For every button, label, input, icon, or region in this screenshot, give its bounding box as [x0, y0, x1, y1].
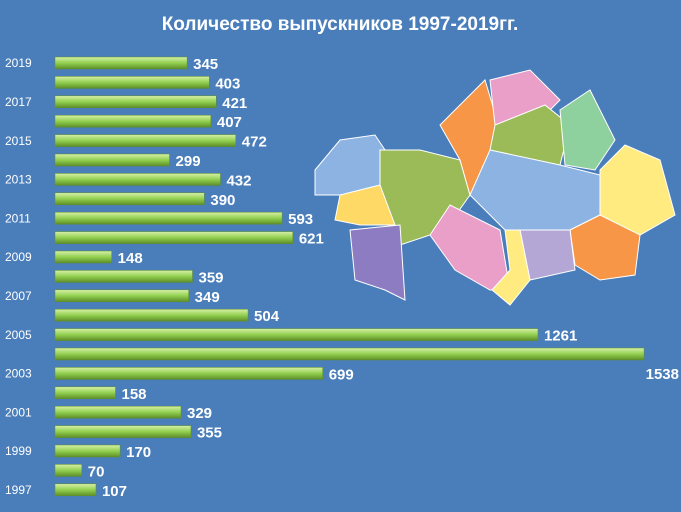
value-label: 170	[126, 444, 151, 461]
value-label: 1538	[646, 366, 679, 383]
value-label: 432	[226, 172, 251, 189]
value-label: 148	[118, 250, 143, 267]
bar	[54, 114, 212, 128]
bar	[54, 231, 294, 244]
bar	[54, 483, 97, 497]
value-label: 403	[215, 75, 240, 92]
value-label: 699	[329, 366, 354, 383]
value-label: 70	[88, 463, 105, 480]
bar	[54, 250, 112, 264]
y-tick-label: 2005	[5, 328, 32, 342]
bar	[54, 464, 83, 477]
value-label: 1261	[544, 328, 577, 345]
bar	[54, 444, 121, 458]
y-tick-label: 2001	[5, 405, 32, 419]
y-tick-label: 2009	[5, 250, 32, 264]
y-tick-label: 2013	[5, 173, 32, 187]
value-label: 390	[210, 192, 235, 209]
bar	[54, 56, 188, 70]
y-tick-label: 2019	[5, 56, 32, 70]
y-tick-label: 2017	[5, 95, 32, 109]
chart-title: Количество выпускников 1997-2019гг.	[162, 14, 519, 35]
value-label: 158	[122, 386, 147, 403]
value-label: 345	[193, 56, 218, 73]
y-tick-label: 2007	[5, 289, 32, 303]
bar	[54, 328, 539, 341]
bar	[54, 95, 217, 109]
value-label: 329	[187, 405, 212, 422]
bar	[54, 367, 323, 380]
value-label: 349	[195, 289, 220, 306]
value-label: 472	[242, 134, 267, 151]
bar	[54, 405, 182, 419]
bar	[54, 134, 237, 147]
value-label: 107	[102, 483, 127, 500]
map-region	[349, 224, 406, 301]
value-label: 355	[197, 425, 222, 442]
map	[314, 69, 676, 306]
bar	[54, 211, 283, 225]
bar	[54, 289, 189, 303]
y-tick-label: 1997	[5, 483, 32, 497]
bar	[54, 308, 249, 322]
map-region	[334, 184, 396, 226]
bar	[54, 425, 192, 438]
map-region	[569, 214, 641, 281]
bar	[54, 386, 116, 400]
value-label: 593	[288, 211, 313, 228]
map-region	[559, 89, 616, 171]
value-label: 407	[217, 114, 242, 131]
bar	[54, 173, 221, 186]
y-tick-label: 2003	[5, 367, 32, 381]
map-region	[491, 229, 531, 306]
value-label: 359	[198, 269, 223, 286]
bar	[54, 153, 170, 167]
value-label: 421	[222, 95, 247, 112]
y-tick-label: 1999	[5, 444, 32, 458]
value-label: 621	[299, 231, 324, 248]
bar	[54, 270, 193, 283]
bar	[54, 76, 210, 89]
y-tick-label: 2011	[5, 211, 31, 225]
y-tick-label: 2015	[5, 134, 32, 148]
bar	[54, 192, 205, 206]
bar	[54, 347, 645, 361]
value-label: 299	[176, 153, 201, 170]
value-label: 504	[254, 308, 280, 325]
